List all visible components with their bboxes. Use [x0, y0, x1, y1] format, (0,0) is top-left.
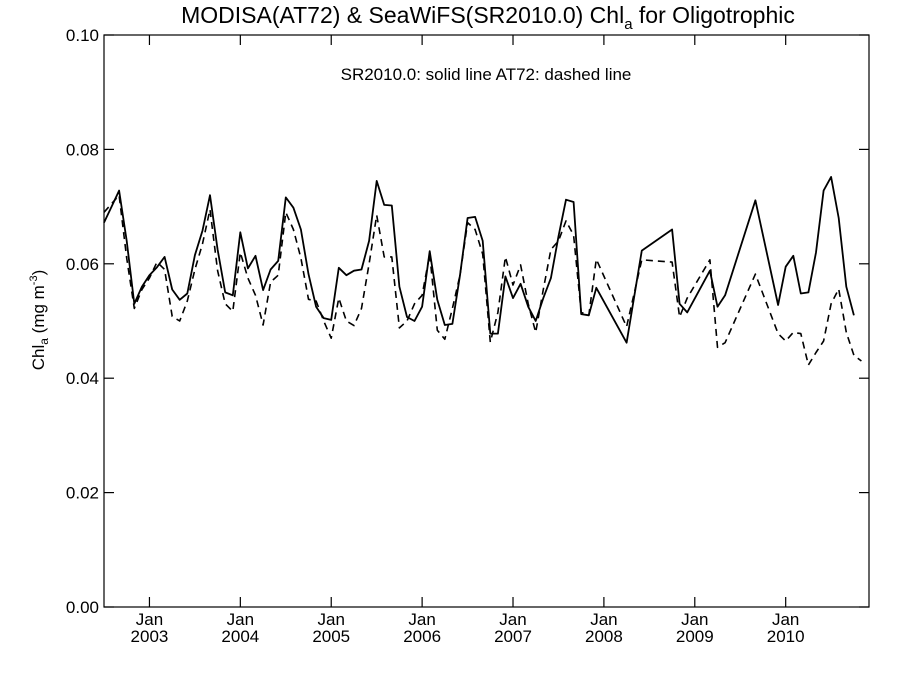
series-line-at72	[103, 194, 862, 366]
y-tick-label: 0.06	[66, 255, 99, 274]
x-tick-label-year: 2007	[494, 627, 532, 646]
y-tick-label: 0.08	[66, 140, 99, 159]
x-tick-label-month: Jan	[136, 610, 163, 629]
x-tick-label-year: 2006	[403, 627, 441, 646]
x-tick-label-month: Jan	[772, 610, 799, 629]
y-axis-label-main: Chl	[29, 345, 48, 371]
y-tick-label: 0.04	[66, 369, 99, 388]
x-tick-label-year: 2010	[767, 627, 805, 646]
chart-title-tail: for Oligotrophic	[633, 2, 795, 28]
y-tick-label: 0.00	[66, 598, 99, 617]
chart-title-subscript: a	[624, 16, 633, 33]
x-tick-label-year: 2004	[221, 627, 259, 646]
x-tick-label-month: Jan	[499, 610, 526, 629]
y-axis-label-close: )	[29, 270, 48, 276]
y-tick-label: 0.02	[66, 484, 99, 503]
y-axis-label-superscript: -3	[28, 275, 40, 285]
y-axis-ticks: 0.00 0.02 0.04 0.06 0.08 0.10	[66, 26, 869, 617]
x-tick-label-year: 2003	[131, 627, 169, 646]
x-tick-label-month: Jan	[590, 610, 617, 629]
x-tick-label-year: 2005	[312, 627, 350, 646]
y-axis-label-unit: (mg m	[29, 285, 48, 338]
x-axis-ticks: Jan2003Jan2004Jan2005Jan2006Jan2007Jan20…	[131, 35, 805, 646]
x-tick-label-month: Jan	[681, 610, 708, 629]
legend-annotation: SR2010.0: solid line AT72: dashed line	[341, 65, 632, 84]
y-tick-label: 0.10	[66, 26, 99, 45]
y-axis-label-subscript: a	[37, 338, 51, 345]
x-tick-label-year: 2009	[676, 627, 714, 646]
series-lines	[103, 175, 862, 366]
x-tick-label-year: 2008	[585, 627, 623, 646]
x-tick-label-month: Jan	[318, 610, 345, 629]
x-tick-label-month: Jan	[408, 610, 435, 629]
x-tick-label-month: Jan	[227, 610, 254, 629]
y-axis-label: Chla (mg m-3)	[28, 270, 51, 371]
chart-title-main: MODISA(AT72) & SeaWiFS(SR2010.0) Chl	[181, 2, 624, 28]
chart-title: MODISA(AT72) & SeaWiFS(SR2010.0) Chla fo…	[181, 2, 795, 33]
series-line-sr2010-0	[103, 175, 855, 344]
plot-frame	[103, 34, 870, 608]
